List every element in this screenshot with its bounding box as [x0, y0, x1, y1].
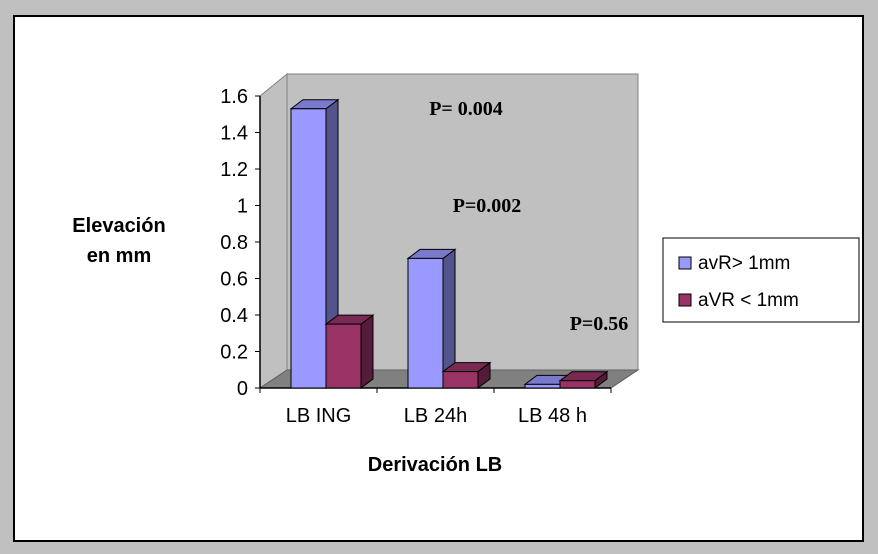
y-tick-label: 1.6 — [220, 86, 248, 108]
x-tick-label: LB 48 h — [518, 405, 587, 427]
bar-2-2 — [441, 361, 492, 389]
bar-1-1 — [289, 98, 340, 389]
y-tick-label: 0 — [237, 378, 248, 400]
y-tick-label: 1.2 — [220, 159, 248, 181]
legend-swatch-series-1 — [678, 256, 692, 270]
y-tick-label: 1 — [237, 196, 248, 218]
y-axis-title-line2: en mm — [87, 245, 151, 267]
chart-side-wall — [259, 72, 288, 389]
annotation-p-lb-48h: P=0.56 — [570, 313, 629, 335]
x-tick-label: LB 24h — [404, 405, 467, 427]
legend-box — [662, 237, 860, 323]
y-tick-label: 1.4 — [220, 123, 248, 145]
bar-2-1 — [324, 314, 375, 389]
y-tick-label: 0.6 — [220, 269, 248, 291]
legend-label-series-2: aVR < 1mm — [698, 290, 799, 311]
legend-label-series-1: avR> 1mm — [698, 253, 790, 274]
x-tick-label: LB ING — [286, 405, 352, 427]
y-axis-title-line1: Elevación — [72, 215, 165, 237]
bar-2-3 — [558, 370, 609, 389]
x-axis-title: Derivación LB — [368, 454, 502, 476]
legend: avR> 1mm aVR < 1mm — [662, 237, 860, 323]
annotation-p-lb-ing: P= 0.004 — [429, 98, 503, 120]
y-tick-label: 0.8 — [220, 232, 248, 254]
y-tick-label: 0.4 — [220, 305, 248, 327]
legend-swatch-series-2 — [678, 293, 692, 307]
bar-1-2 — [406, 248, 457, 389]
y-tick-label: 0.2 — [220, 342, 248, 364]
annotation-p-lb-24h: P=0.002 — [453, 195, 522, 217]
